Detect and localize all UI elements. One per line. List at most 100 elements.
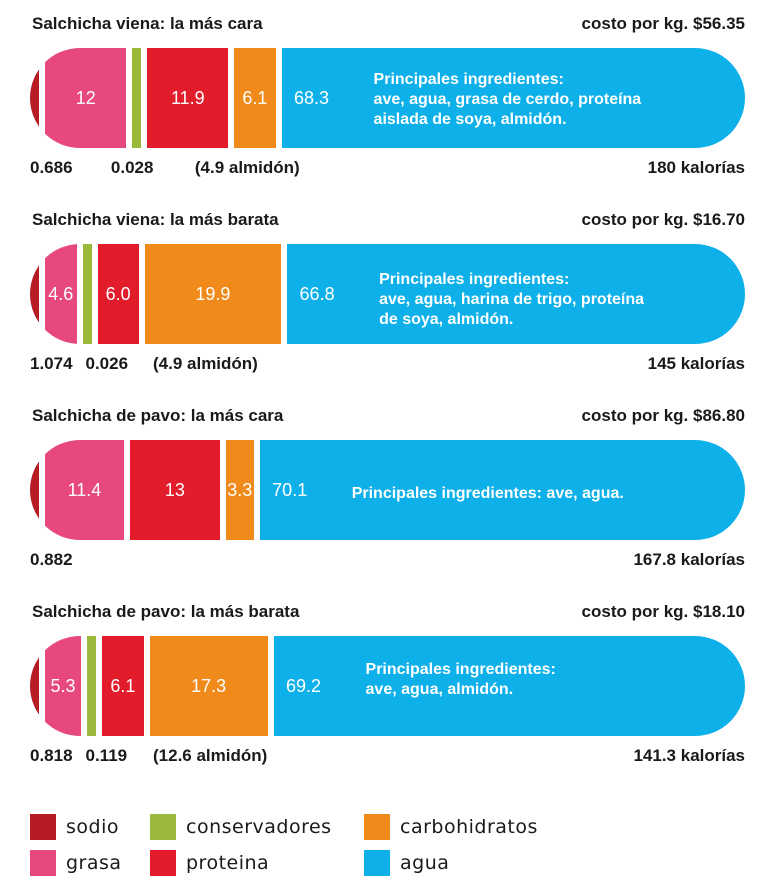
bar-segment-grasa — [45, 440, 124, 540]
chart-title: Salchicha de pavo: la más cara — [32, 406, 284, 425]
segment-value-label: 70.1 — [272, 480, 308, 500]
segment-value-label: 4.6 — [48, 284, 74, 304]
below-value-label-conservadores: 0.026 — [85, 354, 129, 373]
bar-segment-sodio — [30, 440, 39, 540]
segment-value-label: 11.4 — [67, 480, 102, 500]
ingredients-line: Principales ingredientes: ave, agua. — [351, 485, 624, 502]
almidon-label: (4.9 almidón) — [153, 354, 258, 373]
stacked-bar: 5.3 6.1 17.3 69.2 — [30, 636, 745, 736]
cost-label: costo por kg. $56.35 — [581, 14, 745, 33]
below-value-label-sodio: 0.882 — [30, 550, 73, 569]
legend-label-sodio: sodio — [66, 816, 119, 838]
bar-segment-carbohidratos — [225, 440, 254, 540]
chart-panel: Salchicha viena: la más barata costo por … — [0, 196, 775, 386]
bar-segment-carbohidratos — [144, 244, 282, 344]
ingredients-text: Principales ingredientes: ave, agua, almi… — [366, 660, 725, 700]
bar-segment-proteina — [147, 48, 229, 148]
chart-title: Salchicha viena: la más barata — [32, 210, 279, 229]
ingredients-text: Principales ingredientes: ave, agua, gras… — [374, 70, 725, 130]
below-value-label-sodio: 0.686 — [30, 158, 73, 177]
chart-title: Salchicha de pavo: la más barata — [32, 602, 300, 621]
bar-segment-carbohidratos — [234, 48, 276, 148]
segment-value-label: 13 — [164, 480, 185, 500]
bar-segment-carbohidratos — [149, 636, 268, 736]
ingredients-line: ave, agua, harina de trigo, proteína — [379, 291, 645, 308]
legend-swatch-grasa — [30, 850, 56, 876]
calories-label: 141.3 kalorías — [633, 746, 745, 765]
segment-value-label: 11.9 — [170, 88, 205, 108]
segment-value-label: 6.0 — [105, 284, 131, 304]
ingredients-line: Principales ingredientes: — [373, 71, 564, 88]
ingredients-line: Principales ingredientes: — [365, 661, 556, 678]
bar-segment-conservadores — [132, 48, 142, 148]
legend-item-grasa: grasa — [30, 848, 122, 878]
segment-value-label: 19.9 — [195, 284, 231, 304]
ingredients-text: Principales ingredientes: ave, agua, hari… — [379, 270, 725, 330]
legend-item-proteina: proteina — [150, 848, 269, 878]
bar-segment-grasa — [45, 48, 127, 148]
legend-label-conservadores: conservadores — [186, 816, 332, 838]
chart-panel: Salchicha viena: la más cara costo por kg… — [0, 0, 775, 190]
bar-segment-proteina — [97, 244, 139, 344]
bar-segment-sodio — [30, 48, 39, 148]
ingredients-line: ave, agua, grasa de cerdo, proteína — [373, 91, 642, 108]
calories-label: 145 kalorías — [647, 354, 745, 373]
almidon-label: (4.9 almidón) — [194, 158, 300, 177]
bar-segment-agua — [281, 48, 745, 148]
cost-label: costo por kg. $86.80 — [581, 406, 745, 425]
legend-item-carbohidratos: carbohidratos — [364, 812, 538, 842]
legend-label-grasa: grasa — [66, 852, 122, 874]
ingredients-line: Principales ingredientes: — [379, 271, 570, 288]
legend-swatch-conservadores — [150, 814, 176, 840]
legend: sodio conservadores carbohidratos grasa … — [30, 812, 745, 882]
calories-label: 167.8 kalorías — [633, 550, 745, 569]
stacked-bar: 4.6 6.0 19.9 66.8 — [30, 244, 745, 344]
bar-segment-conservadores — [87, 636, 97, 736]
ingredients-line: de soya, almidón. — [379, 311, 514, 328]
below-value-label-sodio: 0.818 — [30, 746, 73, 765]
segment-value-label: 17.3 — [191, 676, 227, 696]
segment-value-label: 5.3 — [50, 676, 76, 696]
legend-swatch-proteina — [150, 850, 176, 876]
segment-value-label: 66.8 — [299, 284, 335, 304]
chart-panel: Salchicha de pavo: la más barata costo po… — [0, 588, 775, 778]
cost-label: costo por kg. $16.70 — [581, 210, 745, 229]
segment-value-label: 6.1 — [242, 88, 268, 108]
bar-segment-agua — [259, 440, 745, 540]
segment-value-label: 69.2 — [286, 676, 322, 696]
below-value-label-conservadores: 0.119 — [85, 746, 128, 765]
legend-label-proteina: proteina — [186, 852, 270, 874]
legend-item-agua: agua — [364, 848, 449, 878]
stacked-bar: 12 11.9 6.1 68.3 — [30, 48, 745, 148]
bar-segment-agua — [273, 636, 745, 736]
segment-value-label: 6.1 — [110, 676, 136, 696]
bar-segment-proteina — [129, 440, 220, 540]
calories-label: 180 kalorías — [647, 158, 745, 177]
ingredients-line: aislada de soya, almidón. — [373, 111, 567, 128]
almidon-label: (12.6 almidón) — [153, 746, 268, 765]
bar-segment-conservadores — [82, 244, 92, 344]
below-value-label-sodio: 1.074 — [30, 354, 73, 373]
bar-segment-grasa — [45, 636, 82, 736]
legend-item-sodio: sodio — [30, 812, 119, 842]
bar-segment-sodio — [30, 244, 39, 344]
segment-value-label: 68.3 — [294, 88, 330, 108]
segment-value-label: 12 — [75, 88, 96, 108]
legend-swatch-agua — [364, 850, 390, 876]
legend-label-carbohidratos: carbohidratos — [400, 816, 538, 838]
legend-item-conservadores: conservadores — [150, 812, 332, 842]
bar-segment-agua — [287, 244, 745, 344]
chart-title: Salchicha viena: la más cara — [32, 14, 263, 33]
bar-segment-grasa — [45, 244, 77, 344]
ingredients-line: ave, agua, almidón. — [365, 681, 514, 698]
ingredients-text: Principales ingredientes: ave, agua. — [352, 484, 725, 504]
chart-panel: Salchicha de pavo: la más cara costo por … — [0, 392, 775, 582]
segment-value-label: 3.3 — [227, 480, 253, 500]
stacked-bar: 11.4 13 3.3 70.1 — [30, 440, 745, 540]
cost-label: costo por kg. $18.10 — [581, 602, 745, 621]
bar-segment-sodio — [30, 636, 39, 736]
legend-label-agua: agua — [400, 852, 450, 874]
below-value-label-conservadores: 0.028 — [110, 158, 154, 177]
legend-swatch-sodio — [30, 814, 56, 840]
bar-segment-proteina — [102, 636, 144, 736]
